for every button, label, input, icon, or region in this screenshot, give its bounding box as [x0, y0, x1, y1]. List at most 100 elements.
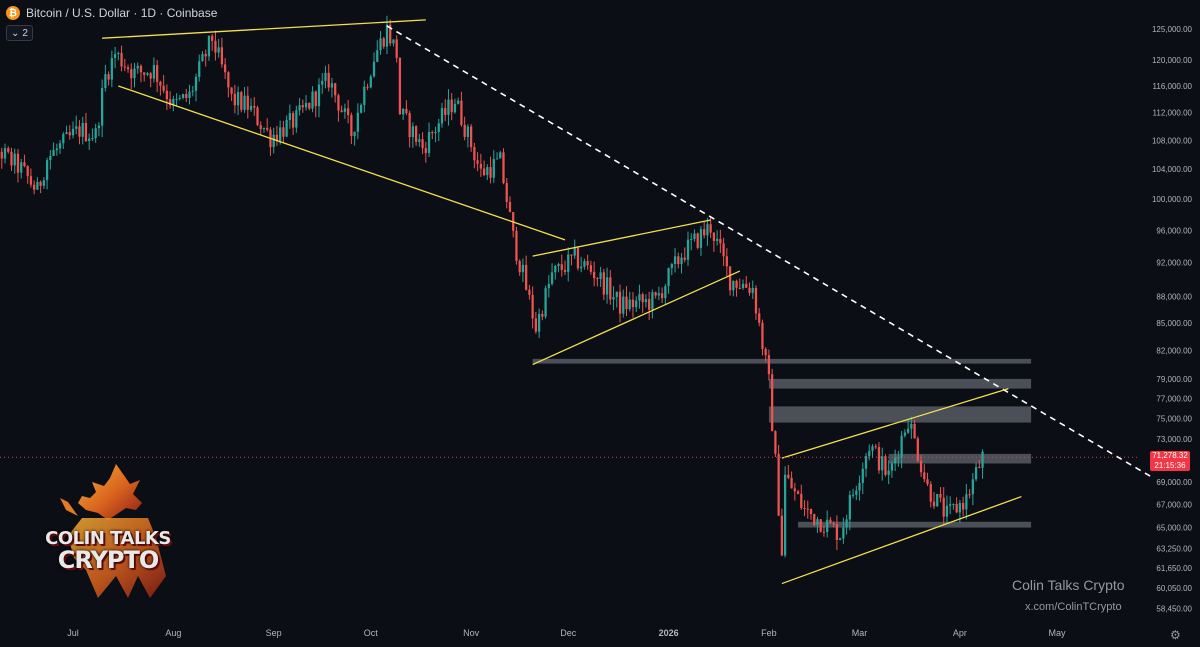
candle	[269, 126, 272, 156]
trendline-5[interactable]	[781, 387, 1009, 459]
candle	[10, 147, 13, 172]
candle-body	[398, 57, 402, 115]
candle	[382, 36, 385, 49]
candle	[223, 57, 227, 79]
candle	[758, 308, 761, 327]
candle	[52, 142, 55, 157]
candle-body	[356, 112, 359, 132]
time-tick-label: Apr	[953, 628, 967, 638]
candle	[369, 74, 372, 89]
candle-body	[110, 57, 113, 80]
candle	[673, 248, 677, 273]
candle	[800, 484, 803, 510]
candle	[596, 276, 599, 287]
candle-body	[583, 261, 586, 267]
candle	[631, 291, 635, 318]
candle	[65, 125, 68, 135]
chevron-down-icon: ⌄	[11, 27, 20, 39]
candle-body	[751, 287, 754, 293]
candle	[738, 278, 741, 290]
candle-body	[275, 134, 279, 142]
candle	[246, 86, 249, 119]
candle	[764, 347, 767, 362]
candle-body	[62, 134, 65, 144]
candle-body	[547, 283, 550, 289]
candle	[123, 58, 126, 72]
trendline-3[interactable]	[532, 270, 741, 366]
candle-body	[117, 52, 120, 55]
candle-body	[916, 438, 919, 461]
candle-body	[139, 65, 143, 73]
candle	[311, 86, 314, 113]
candle-body	[670, 263, 673, 269]
candle	[916, 436, 919, 463]
candle	[437, 118, 440, 142]
candle	[813, 513, 816, 527]
price-tick-label: 108,000.00	[1152, 136, 1193, 145]
candle-body	[321, 80, 324, 85]
candle-body	[644, 299, 648, 303]
candle	[722, 237, 725, 267]
trendlines	[102, 19, 1152, 585]
candle-body	[651, 292, 654, 310]
candle-body	[395, 39, 398, 58]
candle-body	[881, 456, 884, 471]
trendline-6[interactable]	[781, 495, 1022, 585]
candle	[42, 176, 46, 189]
time-tick-label: 2026	[659, 628, 679, 638]
candle-body	[156, 65, 159, 82]
candle-body	[337, 95, 340, 111]
candle	[557, 262, 560, 273]
gear-icon[interactable]: ⚙	[1170, 628, 1181, 642]
trendline-0[interactable]	[102, 19, 426, 39]
time-axis[interactable]: Jul Aug Sep Oct Nov Dec 2026 Feb Mar Apr May	[67, 628, 1066, 638]
trendline-1[interactable]	[118, 85, 566, 241]
candle-body	[240, 92, 243, 110]
candle-body	[58, 143, 62, 149]
candle	[518, 259, 521, 276]
candle-body	[832, 523, 835, 525]
candle-body	[923, 472, 926, 480]
candle	[560, 254, 563, 277]
indicator-count-badge[interactable]: ⌄ 2	[6, 25, 33, 41]
price-tick-label: 112,000.00	[1153, 109, 1193, 118]
candle-body	[897, 457, 900, 459]
candle	[421, 132, 424, 155]
candle-body	[971, 479, 974, 495]
candle-body	[136, 65, 139, 69]
candle	[301, 99, 304, 113]
candle	[923, 464, 926, 483]
candle	[703, 222, 706, 239]
price-axis[interactable]: 125,000.00 120,000.00 116,000.00 112,000.00…	[1152, 25, 1193, 614]
symbol-title[interactable]: Bitcoin / U.S. Dollar · 1D · Coinbase	[26, 6, 218, 20]
candle	[696, 232, 699, 250]
candle	[376, 40, 379, 63]
candle	[858, 475, 861, 501]
candle	[521, 258, 525, 282]
candle	[648, 291, 651, 320]
trendline-4[interactable]	[532, 219, 711, 257]
candle-body	[690, 239, 693, 241]
candle	[505, 178, 508, 209]
candle	[36, 177, 39, 190]
candle	[398, 57, 402, 115]
candle-body	[421, 139, 424, 149]
candle	[3, 143, 7, 164]
candle	[317, 78, 321, 118]
candle-body	[304, 102, 308, 108]
candle-body	[965, 494, 968, 510]
candle-body	[68, 132, 71, 136]
candle	[651, 289, 654, 319]
candle	[735, 279, 738, 297]
candle-body	[858, 482, 861, 491]
candle-body	[3, 148, 7, 159]
bull-logo-icon: COLIN TALKS CRYPTO	[38, 458, 178, 603]
trendline-2[interactable]	[386, 25, 1152, 478]
candle-body	[149, 73, 152, 79]
candle-body	[256, 107, 259, 126]
candle	[249, 98, 253, 113]
candle	[531, 286, 534, 329]
candle	[602, 268, 605, 301]
candle-body	[978, 467, 981, 469]
